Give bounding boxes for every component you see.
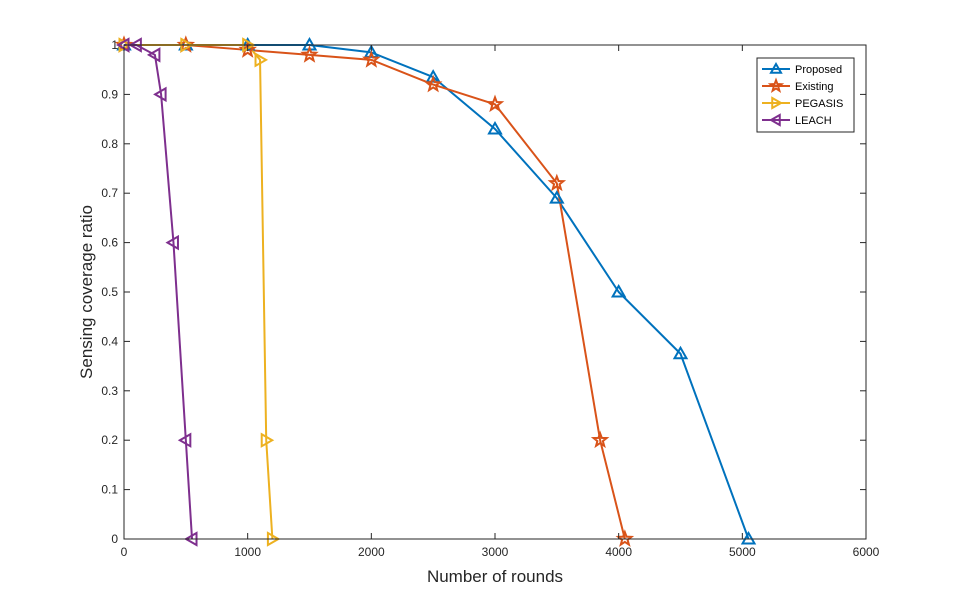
series-line-existing xyxy=(124,44,626,540)
y-tick-label: 0.7 xyxy=(101,186,118,200)
legend-marker-existing xyxy=(767,77,785,93)
legend-marker-leach xyxy=(768,113,781,127)
data-point-proposed xyxy=(549,190,565,204)
y-tick-label: 0.8 xyxy=(101,137,118,151)
y-tick-label: 0.3 xyxy=(101,384,118,398)
x-tick-label: 5000 xyxy=(729,545,756,559)
data-point-existing xyxy=(547,173,567,192)
data-point-leach xyxy=(146,47,161,63)
data-point-existing xyxy=(485,94,505,113)
data-point-pegasis xyxy=(260,432,275,448)
x-tick-label: 0 xyxy=(121,545,128,559)
plot-area xyxy=(124,45,866,539)
x-tick-label: 6000 xyxy=(853,545,880,559)
series-markers xyxy=(114,35,757,547)
y-tick-label: 0.9 xyxy=(101,87,118,101)
data-point-proposed xyxy=(425,69,441,83)
data-point-leach xyxy=(153,86,167,103)
data-point-existing xyxy=(423,74,443,93)
axis-ticks: 0 1000 2000 3000 4000 5000 6000 0 0.1 0.2 0.3 0.4 0.… xyxy=(101,38,879,559)
legend-marker-pegasis xyxy=(771,96,784,110)
data-point-proposed xyxy=(487,120,503,135)
legend-label-pegasis: PEGASIS xyxy=(795,98,843,110)
x-tick-label: 2000 xyxy=(358,545,385,559)
data-point-pegasis xyxy=(254,52,269,68)
x-tick-label: 3000 xyxy=(482,545,509,559)
legend-label-leach: LEACH xyxy=(795,115,832,127)
data-point-proposed xyxy=(740,530,757,545)
data-point-existing xyxy=(362,50,381,68)
legend-label-proposed: Proposed xyxy=(795,64,842,76)
data-point-proposed xyxy=(610,283,627,298)
y-tick-label: 0.4 xyxy=(101,334,118,348)
data-point-existing xyxy=(590,430,610,449)
y-tick-label: 0.2 xyxy=(101,433,118,447)
x-axis-label: Number of rounds xyxy=(427,567,563,586)
data-point-proposed xyxy=(363,44,380,58)
legend-marker-proposed xyxy=(769,61,783,74)
y-tick-label: 0.5 xyxy=(101,285,118,299)
y-tick-label: 0 xyxy=(111,532,118,546)
data-point-leach xyxy=(165,234,179,251)
legend: Proposed Existing PEGASIS LEACH xyxy=(756,57,855,133)
data-point-existing xyxy=(300,45,319,63)
x-tick-label: 1000 xyxy=(234,545,261,559)
data-point-leach xyxy=(177,432,192,448)
data-point-proposed xyxy=(672,345,689,360)
data-point-existing xyxy=(615,529,635,547)
y-tick-label: 1 xyxy=(111,38,118,52)
y-tick-label: 0.6 xyxy=(101,236,118,250)
y-tick-label: 0.1 xyxy=(101,483,118,497)
legend-label-existing: Existing xyxy=(795,81,834,93)
x-tick-label: 4000 xyxy=(605,545,632,559)
y-axis-label: Sensing coverage ratio xyxy=(77,205,96,379)
